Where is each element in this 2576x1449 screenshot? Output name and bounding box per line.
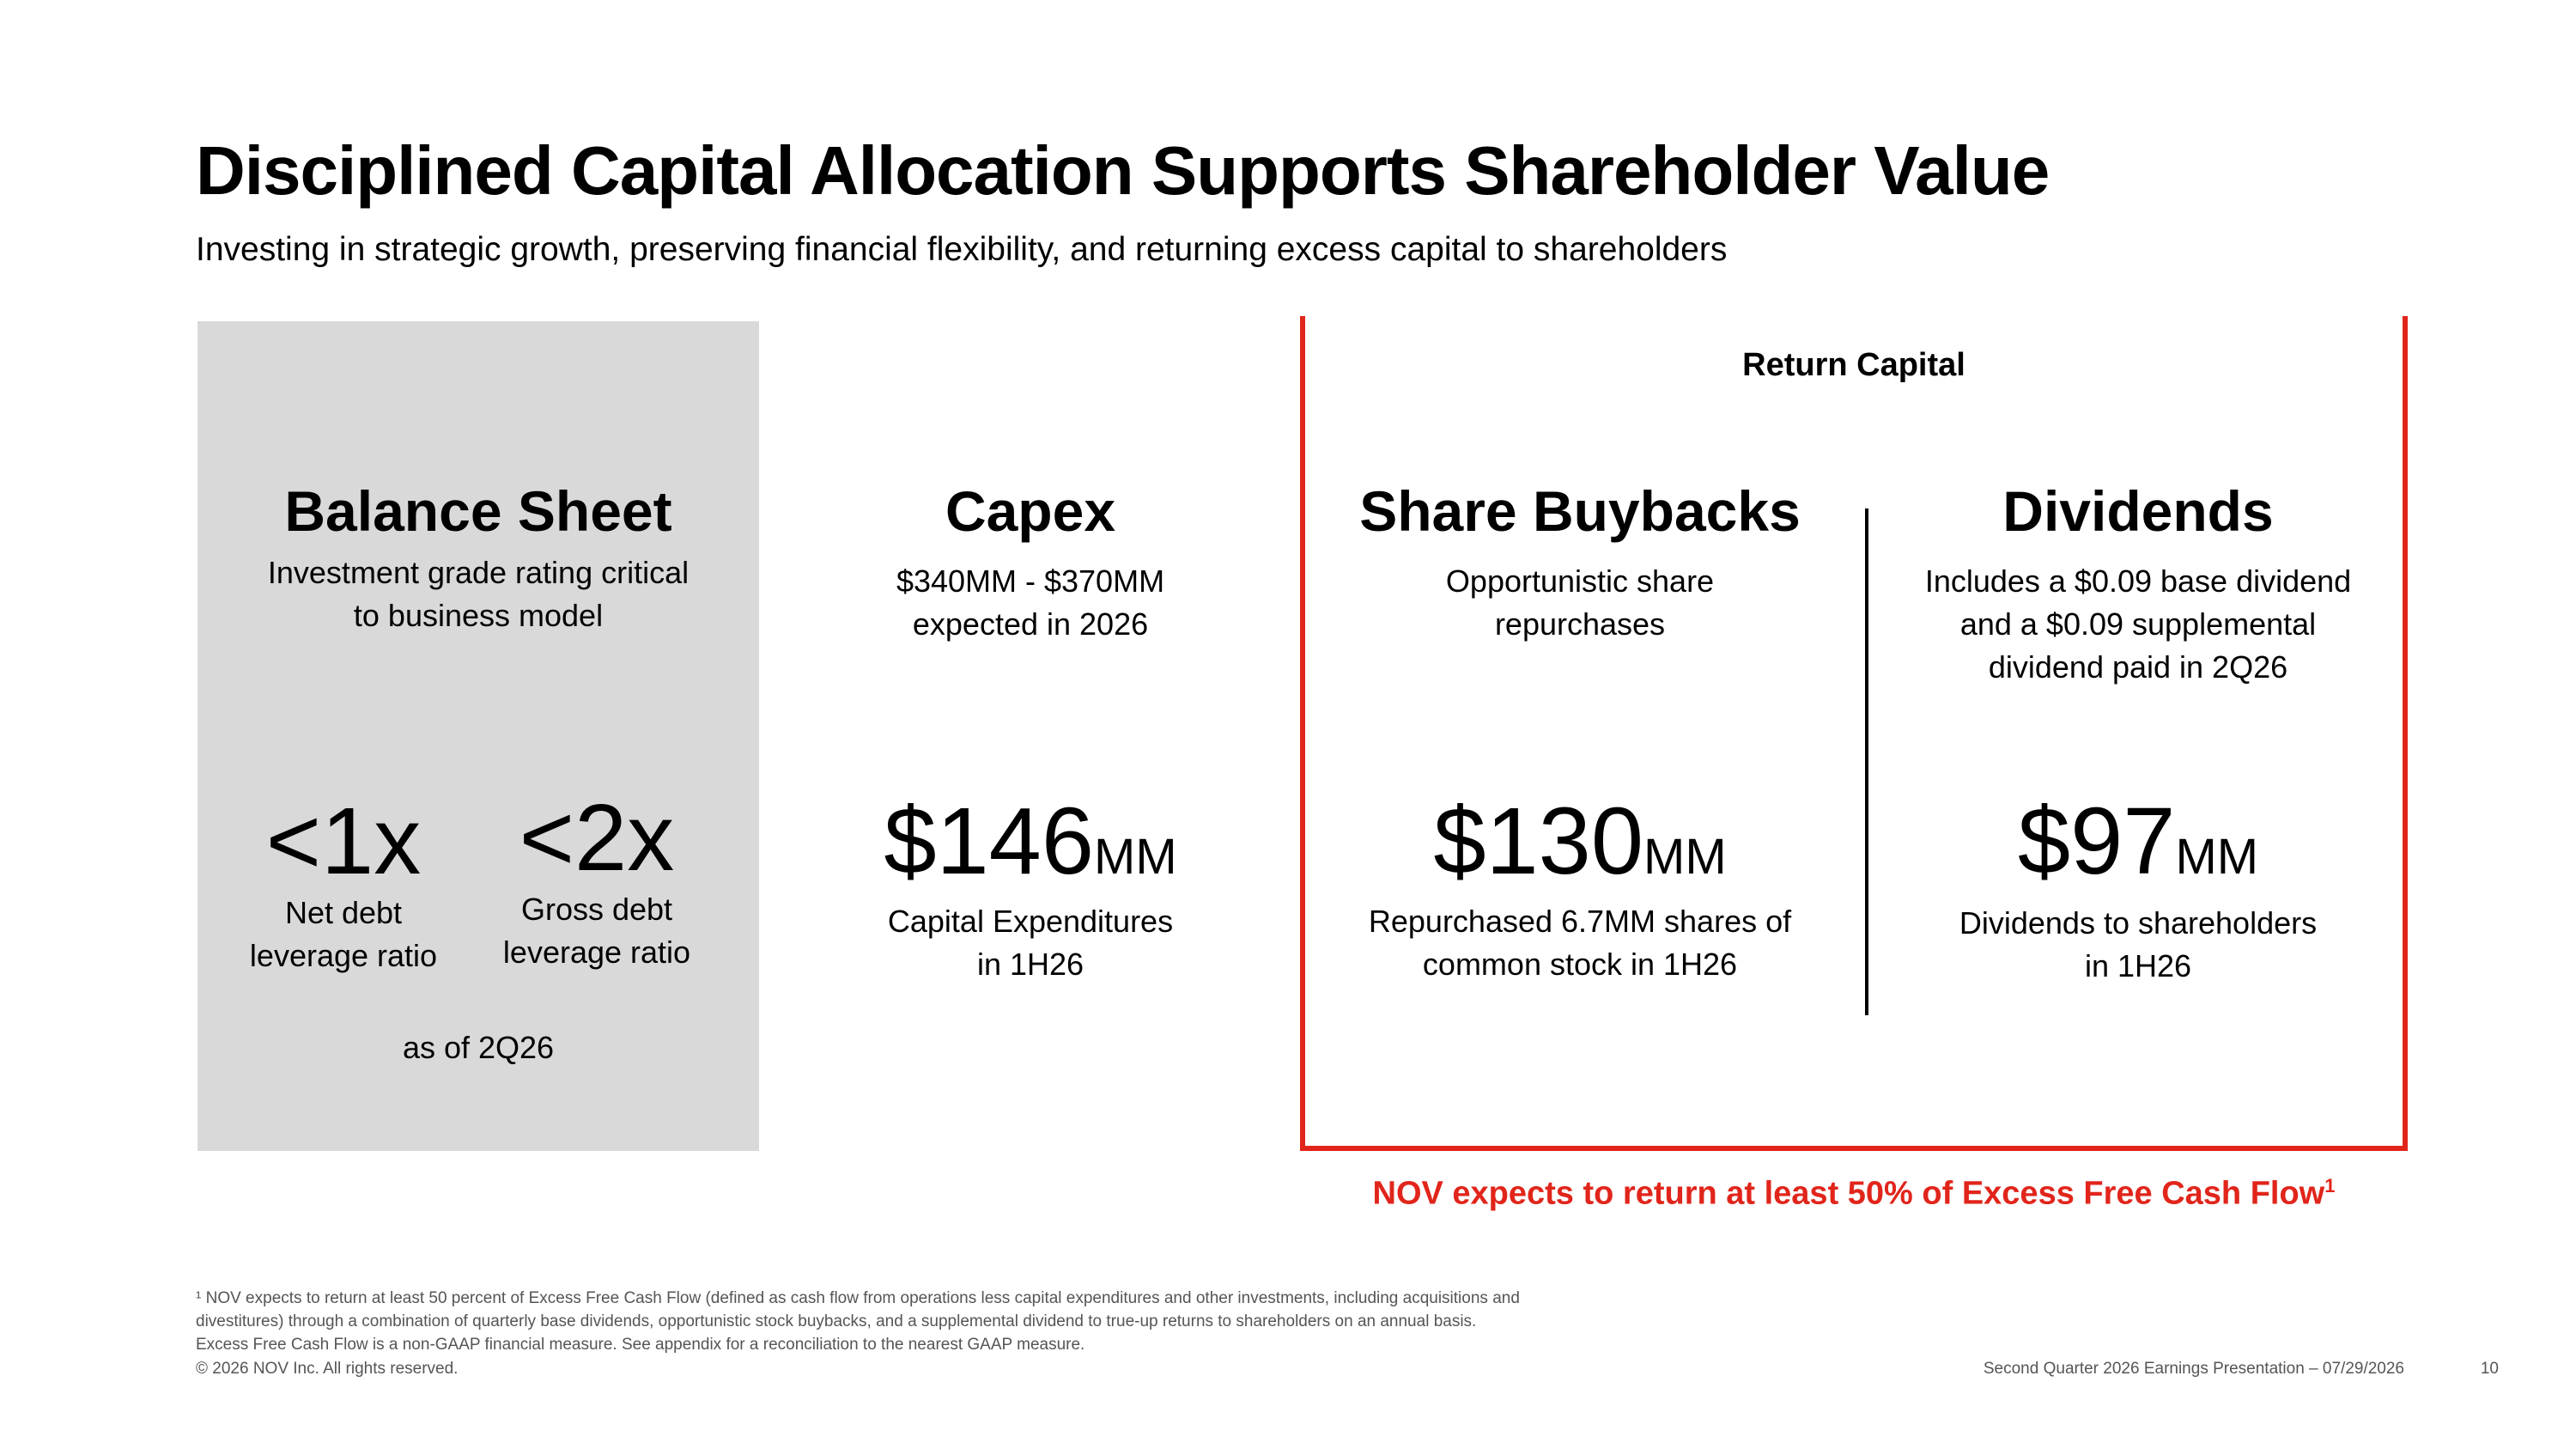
buybacks-heading: Share Buybacks — [1359, 479, 1801, 543]
dividends-desc-line2: and a $0.09 supplemental — [1959, 606, 2317, 642]
balance-sheet-desc-line2: to business model — [353, 598, 604, 633]
dividends-heading: Dividends — [2002, 479, 2274, 543]
capex-unit: MM — [1094, 829, 1177, 885]
return-capital-divider — [1865, 508, 1868, 1015]
dividends-value: $97MM — [1880, 786, 2396, 913]
buybacks-desc-line2: repurchases — [1494, 606, 1666, 642]
dividends-caption-line2: in 1H26 — [2084, 948, 2192, 983]
excess-free-cash-flow-note: NOV expects to return at least 50% of Ex… — [1300, 1165, 2408, 1215]
net-debt-label-line2: leverage ratio — [249, 938, 438, 973]
page-subtitle: Investing in strategic growth, preservin… — [196, 231, 1728, 268]
capex-heading: Capex — [945, 479, 1116, 543]
return-capital-label: Return Capital — [1742, 347, 1965, 383]
buybacks-amount: $130 — [1433, 788, 1644, 894]
gross-debt-label-line1: Gross debt — [520, 892, 673, 927]
gross-debt-ratio-value: <2x — [519, 785, 675, 891]
capex-caption-line1: Capital Expenditures — [887, 904, 1174, 939]
excess-free-cash-flow-note-text: NOV expects to return at least 50% of Ex… — [1372, 1175, 2325, 1212]
footnote-line3: Excess Free Cash Flow is a non-GAAP fina… — [196, 1336, 1085, 1354]
net-debt-label-line1: Net debt — [284, 895, 403, 930]
buybacks-caption-line1: Repurchased 6.7MM shares of — [1368, 904, 1792, 939]
capex-amount: $146 — [884, 788, 1095, 894]
return-capital-box — [1300, 316, 2408, 1151]
dividends-desc-line1: Includes a $0.09 base dividend — [1924, 563, 2352, 599]
footnote-line2: divestitures) through a combination of q… — [196, 1312, 1477, 1330]
dividends-amount: $97 — [2017, 788, 2176, 894]
dividends-desc-line3: dividend paid in 2Q26 — [1988, 649, 2288, 685]
buybacks-unit: MM — [1643, 829, 1727, 885]
balance-sheet-panel — [197, 321, 759, 1151]
balance-sheet-heading: Balance Sheet — [284, 479, 672, 543]
capex-desc-line1: $340MM - $370MM — [896, 563, 1165, 599]
dividends-caption-line1: Dividends to shareholders — [1959, 905, 2318, 941]
footnote-line1: ¹ NOV expects to return at least 50 perc… — [196, 1289, 1520, 1307]
capex-value: $146MM — [816, 786, 1245, 913]
balance-sheet-desc-line1: Investment grade rating critical — [267, 555, 690, 590]
footnote-marker: 1 — [2324, 1175, 2336, 1196]
buybacks-caption-line2: common stock in 1H26 — [1422, 947, 1738, 982]
net-debt-ratio-value: <1x — [265, 788, 422, 894]
buybacks-desc-line1: Opportunistic share — [1445, 563, 1715, 599]
page-title: Disciplined Capital Allocation Supports … — [196, 132, 2050, 209]
presentation-footer: Second Quarter 2026 Earnings Presentatio… — [1983, 1360, 2404, 1378]
capex-caption-line2: in 1H26 — [976, 947, 1084, 982]
capex-desc-line2: expected in 2026 — [912, 606, 1149, 642]
gross-debt-label-line2: leverage ratio — [502, 935, 691, 970]
buybacks-value: $130MM — [1322, 786, 1838, 913]
copyright: © 2026 NOV Inc. All rights reserved. — [196, 1360, 459, 1378]
dividends-unit: MM — [2175, 829, 2259, 885]
page-number: 10 — [2480, 1360, 2499, 1378]
balance-sheet-as-of: as of 2Q26 — [402, 1030, 555, 1065]
